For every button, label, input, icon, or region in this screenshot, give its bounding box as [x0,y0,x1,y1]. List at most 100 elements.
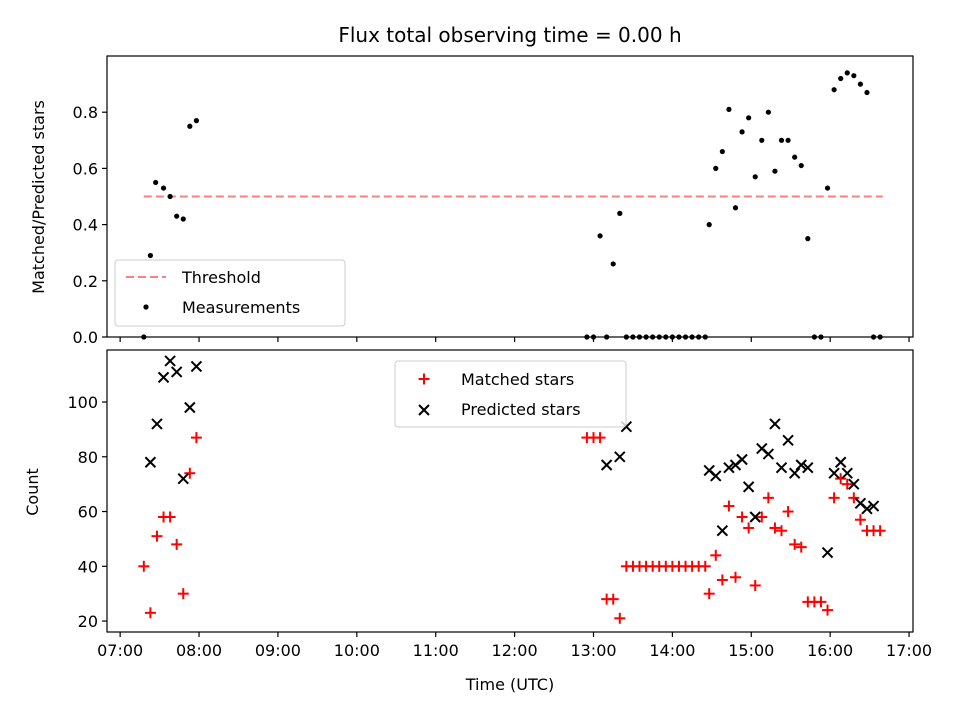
legend-matched-swatch [418,373,430,385]
predicted-star-point [164,355,176,367]
predicted-star-point [736,453,748,466]
y-tick-label: 100 [67,393,98,412]
bottom-y-axis-label: Count [23,468,42,516]
legend-measurements-swatch [143,304,149,310]
x-tick-label: 11:00 [413,641,459,660]
predicted-star-point [769,418,781,430]
matched-stars-points [138,432,886,624]
top-legend: Threshold Measurements [114,259,346,327]
top-plot-frame [106,55,914,338]
matched-star-point [171,538,183,550]
measurement-point [785,137,791,143]
matched-star-point [144,607,156,619]
matched-star-point [743,522,755,534]
matched-star-point [594,432,606,444]
matched-star-point [756,511,768,523]
matched-star-point [782,506,794,518]
matched-star-point [736,511,748,523]
measurement-point [180,216,186,222]
matched-star-point [729,571,741,583]
measurement-point [584,334,590,340]
legend-matched-label: Matched stars [461,370,574,389]
matched-star-point [822,604,834,616]
measurement-point [676,334,682,340]
predicted-star-point [788,467,801,479]
measurement-point [706,222,712,228]
measurement-point [739,129,745,135]
top-y-ticks: 0.0 0.2 0.4 0.6 0.8 [73,103,107,347]
measurement-point [726,106,732,112]
measurement-point [153,179,159,186]
legend-plus-marker [418,373,430,385]
top-legend-box [114,259,346,327]
measurement-point [772,168,778,174]
measurement-point [870,334,877,340]
measurement-point [663,334,669,340]
x-axis-label: Time (UTC) [465,675,554,694]
bottom-y-ticks: 20 40 60 80 100 [67,393,107,631]
matched-star-point [789,538,801,550]
predicted-star-point [834,456,847,468]
predicted-star-point [867,500,880,512]
matched-star-point [164,511,176,523]
matched-star-point [854,514,866,526]
measurement-point [623,334,629,340]
predicted-star-point [828,467,840,479]
top-subplot: 0.00.20.40.60.8 Matched/Predicted stars … [29,55,914,347]
measurement-point [824,185,831,191]
measurement-point [604,334,610,340]
measurement-point [160,185,167,191]
x-tick-label: 16:00 [807,641,853,660]
top-y-axis-label: Matched/Predicted stars [29,100,48,294]
measurement-point [811,334,817,340]
measurement-point [617,210,623,216]
measurement-point [805,236,811,242]
measurement-point [719,148,725,155]
predicted-star-point [848,478,860,490]
measurement-point [831,87,837,93]
bottom-x-ticks: 07:00 08:00 09:00 10:00 11:00 12:00 13:00 14:00… [97,632,932,660]
matched-star-point [614,612,626,624]
matched-star-point [769,522,781,534]
y-tick-label: 0.0 [73,328,98,347]
measurement-point [778,137,785,143]
measurement-point [193,118,200,124]
bottom-subplot: 07:00 08:00 09:00 10:00 11:00 12:00 13:00 14:00… [23,349,932,694]
measurement-point [636,334,643,340]
measurement-point [141,334,147,340]
matched-star-point [776,525,788,537]
matched-star-point [828,492,840,504]
y-tick-label: 80 [78,448,98,467]
measurement-point [864,89,870,96]
measurement-point [590,334,597,340]
predicted-star-point [190,360,203,373]
matched-star-point [699,560,711,572]
legend-x-marker [418,404,430,416]
matched-star-point [703,588,715,600]
measurement-point [656,334,662,340]
measurement-point [759,137,765,143]
x-tick-label: 10:00 [334,641,380,660]
matched-star-point [815,596,827,608]
measurement-point [857,81,864,87]
y-tick-label: 40 [78,557,98,576]
matched-star-point [749,579,761,591]
measurement-point [643,334,649,340]
matched-star-point [710,549,722,561]
measurement-point [682,334,689,340]
measurement-point [610,261,616,267]
x-tick-label: 14:00 [649,641,695,660]
measurement-point [669,334,675,340]
predicted-star-point [151,418,163,430]
measurement-point [167,193,173,200]
measurement-point [187,123,193,129]
measurement-point [597,233,603,239]
measurement-point [818,334,824,340]
x-tick-label: 08:00 [176,641,222,660]
predicted-star-point [749,511,761,523]
measurement-point [689,334,695,340]
y-tick-label: 0.4 [73,216,98,235]
y-tick-label: 0.8 [73,103,98,122]
matched-star-point [151,530,163,542]
